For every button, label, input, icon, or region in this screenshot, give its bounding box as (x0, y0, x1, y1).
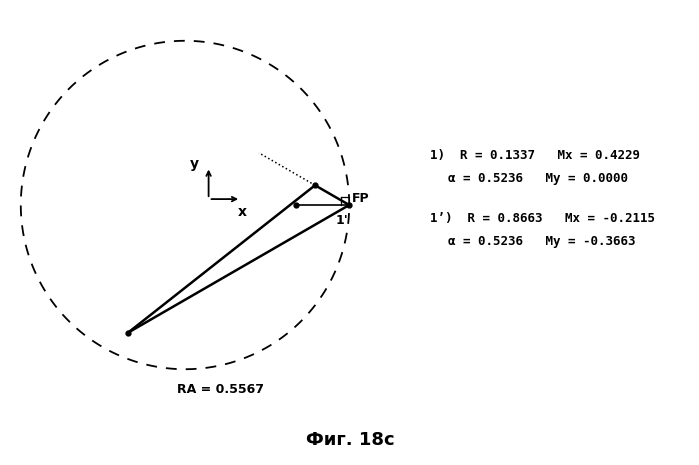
Text: y: y (189, 157, 199, 171)
Text: 1’)  R = 0.8663   Mx = -0.2115: 1’) R = 0.8663 Mx = -0.2115 (430, 212, 655, 225)
Text: 1)  R = 0.1337   Mx = 0.4229: 1) R = 0.1337 Mx = 0.4229 (430, 148, 640, 161)
Text: RA = 0.5567: RA = 0.5567 (177, 383, 264, 396)
Text: FP: FP (352, 192, 370, 205)
Text: Фиг. 18с: Фиг. 18с (305, 431, 394, 449)
Text: α = 0.5236   My = 0.0000: α = 0.5236 My = 0.0000 (448, 172, 628, 185)
Text: 1': 1' (336, 214, 349, 227)
Text: α = 0.5236   My = -0.3663: α = 0.5236 My = -0.3663 (448, 234, 635, 247)
Text: x: x (238, 206, 247, 219)
